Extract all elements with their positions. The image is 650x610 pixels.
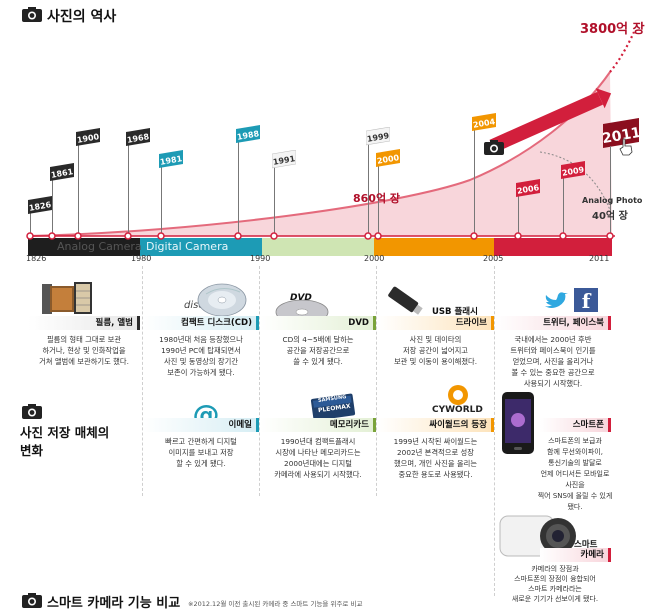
memory-desc: 1990년대 컴팩트플래시 시장에 나타난 메모리카드는 2000년대에는 디지… [274, 437, 362, 479]
axis-year: 2000 [364, 254, 385, 263]
section-3-note: ※2012.12월 이전 출시된 카메라 중 스마트 기능을 위주로 비교 [188, 600, 363, 608]
section-2-title-line2: 변화 [20, 443, 44, 458]
cyworld-logo-icon [448, 385, 468, 405]
film-roll-icon [42, 282, 92, 314]
smartcam-label-line1: 스마트 [574, 540, 598, 550]
flag-2006: 2006 [516, 179, 540, 197]
section-2-title-line1: 사진 저장 매체의 [20, 425, 110, 440]
sns-label: 트위터, 페이스북 [495, 316, 611, 330]
cyworld-logo-text: CYWORLD [432, 405, 483, 415]
svg-text:2006: 2006 [516, 183, 540, 196]
axis-dots [26, 232, 614, 240]
svg-text:1900: 1900 [76, 132, 100, 145]
film-desc: 필름의 형태 그대로 보관 하거나, 현상 및 인화작업을 거쳐 앨범에 보관하… [39, 335, 129, 366]
segment-analog: Analog Camera [57, 240, 142, 253]
segment-digital: Digital Camera [146, 240, 229, 253]
svg-text:1981: 1981 [159, 154, 183, 167]
section-3-title: 스마트 카메라 기능 비교 [47, 596, 181, 610]
flag-2004: 2004 [472, 113, 496, 131]
svg-text:2011: 2011 [603, 125, 641, 148]
memory-card-icon [310, 393, 356, 421]
smartcam-label: 카메라 [540, 548, 611, 562]
axis-year: 2011 [589, 254, 610, 263]
cyworld-label: 싸이월드의 등장 [377, 418, 494, 432]
sns-desc: 국내에서는 2000년 후반 트위터와 페이스북이 인기를 얻었으며, 사진을 … [510, 335, 596, 388]
flag-1968: 1968 [126, 128, 150, 146]
mid-count: 860억 장 [353, 192, 401, 205]
cd-label: 컴팩트 디스크(CD) [143, 316, 259, 330]
svg-text:1861: 1861 [50, 167, 74, 180]
camera-icon [22, 404, 42, 419]
flag-1991: 1991 [272, 150, 296, 169]
svg-text:2000: 2000 [376, 153, 400, 166]
disc-logo: disc [184, 300, 204, 311]
analog-photo-label: Analog Photo [582, 196, 643, 205]
svg-text:1988: 1988 [236, 129, 260, 142]
usb-drive-icon [388, 286, 423, 315]
svg-text:2009: 2009 [561, 165, 585, 178]
analog-photo-count: 40억 장 [592, 211, 628, 222]
bar-1990s [262, 238, 374, 256]
memory-label: 메모리카드 [260, 418, 376, 432]
flag-2009: 2009 [561, 161, 585, 179]
pointer-hand-icon [619, 138, 633, 156]
svg-text:1999: 1999 [366, 131, 390, 144]
svg-text:1968: 1968 [126, 132, 150, 145]
cyworld-desc: 1999년 시작된 싸이월드는 2002년 본격적으로 성장 했으며, 개인 사… [393, 437, 478, 479]
flag-2011: 2011 [603, 118, 641, 148]
dvd-label: DVD [260, 316, 376, 330]
page-title: 사진의 역사 [47, 9, 117, 25]
svg-text:1826: 1826 [28, 200, 52, 213]
dvd-desc: CD의 4~5배에 달하는 공간을 저장공간으로 쓸 수 있게 됐다. [282, 335, 354, 366]
svg-text:1991: 1991 [272, 154, 296, 167]
peak-count: 3800억 장 [580, 22, 645, 37]
bar-2000s [374, 238, 494, 256]
facebook-icon: f [574, 288, 598, 313]
usb-desc: 사진 및 데이타의 저장 공간이 넓어지고 보관 및 이동이 용이해졌다. [393, 335, 478, 366]
smartphone-label: 스마트폰 [540, 418, 611, 432]
flag-2000: 2000 [376, 149, 400, 167]
usb-label-line1: USB 플래시 [432, 307, 478, 317]
dvd-logo: DVD [290, 293, 312, 303]
flag-1988: 1988 [236, 125, 260, 143]
email-label: 이메일 [143, 418, 259, 432]
twitter-bird-icon [545, 292, 568, 308]
bar-digital-early [140, 238, 262, 256]
camera-icon [22, 593, 42, 608]
axis-year: 1980 [131, 254, 152, 263]
camera-icon [484, 140, 504, 155]
film-label: 필름, 앨범 [28, 316, 140, 330]
smartphone-desc: 스마트폰의 보급과 함께 무선와이파이, 통신기술의 발달로 언제 어디서든 모… [537, 437, 613, 511]
axis-year: 1826 [26, 254, 47, 263]
flag-1981: 1981 [159, 150, 183, 168]
smart-camera-icon [499, 515, 576, 557]
axis-year: 1990 [250, 254, 271, 263]
flag-1826: 1826 [28, 196, 52, 214]
cd-icon [197, 283, 247, 317]
smartphone-icon [502, 392, 534, 454]
svg-text:2004: 2004 [472, 117, 496, 130]
camera-icon [22, 7, 42, 22]
flag-1900: 1900 [76, 128, 100, 146]
smartcam-desc: 카메라의 장점과 스마트폰의 장점이 융합되어 스마트 카메라라는 새로운 기기… [511, 565, 599, 603]
flag-1999: 1999 [366, 127, 390, 146]
axis-year: 2005 [483, 254, 504, 263]
bar-analog [28, 238, 140, 256]
bar-2005s [494, 238, 612, 256]
email-desc: 빠르고 간편하게 디지털 이미지를 보내고 저장 할 수 있게 됐다. [165, 437, 237, 468]
trend-arrow [489, 88, 612, 153]
cd-desc: 1980년대 처음 등장했으나 1990년 PC에 탑재되면서 사진 및 동영상… [159, 335, 243, 377]
flag-1861: 1861 [50, 163, 74, 181]
usb-label: 드라이브 [377, 316, 494, 330]
